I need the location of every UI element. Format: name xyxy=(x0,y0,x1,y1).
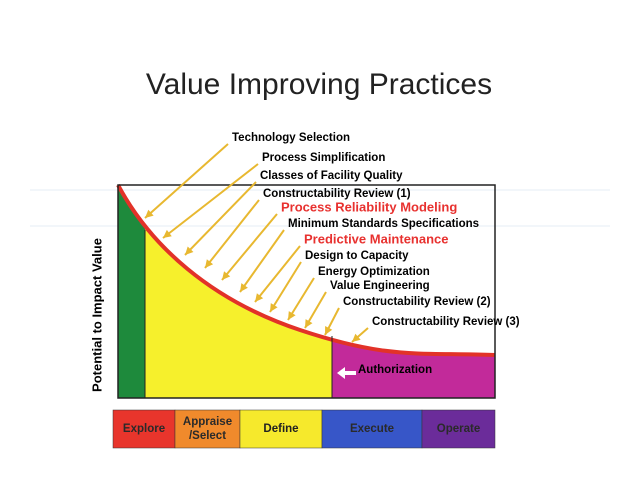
practice-arrowhead xyxy=(185,246,194,255)
practice-arrowhead xyxy=(240,283,248,292)
practice-arrowhead xyxy=(255,293,264,302)
practice-label: Energy Optimization xyxy=(318,266,430,278)
practice-arrowhead xyxy=(352,333,361,342)
phase-box xyxy=(321,409,423,449)
practice-arrowhead xyxy=(288,311,296,320)
practice-label: Minimum Standards Specifications xyxy=(288,218,479,230)
phase-box xyxy=(112,409,176,449)
area-explore xyxy=(118,185,145,398)
y-axis-label: Potential to Impact Value xyxy=(89,238,104,392)
practice-arrowhead xyxy=(222,271,231,280)
practice-arrowhead xyxy=(325,326,333,335)
practice-label: Constructability Review (2) xyxy=(343,296,491,308)
practice-arrow xyxy=(144,143,229,219)
practice-arrow xyxy=(269,261,302,313)
practice-label: Classes of Facility Quality xyxy=(260,170,403,182)
phase-label: Appraise/Select xyxy=(183,416,232,442)
practice-arrow xyxy=(162,163,259,239)
practice-label: Process Simplification xyxy=(262,152,385,164)
practice-arrowhead xyxy=(305,319,313,328)
practice-arrow xyxy=(254,245,301,303)
phase-box xyxy=(239,409,323,449)
phase-label: Define xyxy=(263,423,298,435)
value-curve xyxy=(116,184,496,357)
practice-arrowhead xyxy=(163,229,172,238)
practice-label: Value Engineering xyxy=(330,280,430,292)
area-frame xyxy=(117,184,496,399)
phase-box xyxy=(421,409,496,449)
phase-box xyxy=(174,409,241,449)
practice-arrowhead xyxy=(270,303,278,312)
practice-label: Process Reliability Modeling xyxy=(281,199,457,214)
annotation-arrow xyxy=(337,367,356,379)
practice-arrow xyxy=(184,181,257,256)
practice-label: Design to Capacity xyxy=(305,250,409,262)
practice-label: Constructability Review (3) xyxy=(372,316,520,328)
practice-arrow xyxy=(239,229,285,293)
practice-arrow xyxy=(287,277,315,321)
phase-label: Operate xyxy=(437,423,480,435)
title: Value Improving Practices xyxy=(146,68,492,101)
practice-label: Technology Selection xyxy=(232,132,350,144)
practice-arrowhead xyxy=(205,259,214,268)
practice-arrow xyxy=(204,199,260,269)
phase-label: Execute xyxy=(350,423,394,435)
practice-arrow xyxy=(221,213,278,281)
practice-arrowhead xyxy=(145,209,154,218)
annotation: Authorization xyxy=(358,364,432,376)
phase-label: Explore xyxy=(123,423,165,435)
practice-label: Constructability Review (1) xyxy=(263,188,411,200)
practice-label: Predictive Maintenance xyxy=(304,231,449,246)
